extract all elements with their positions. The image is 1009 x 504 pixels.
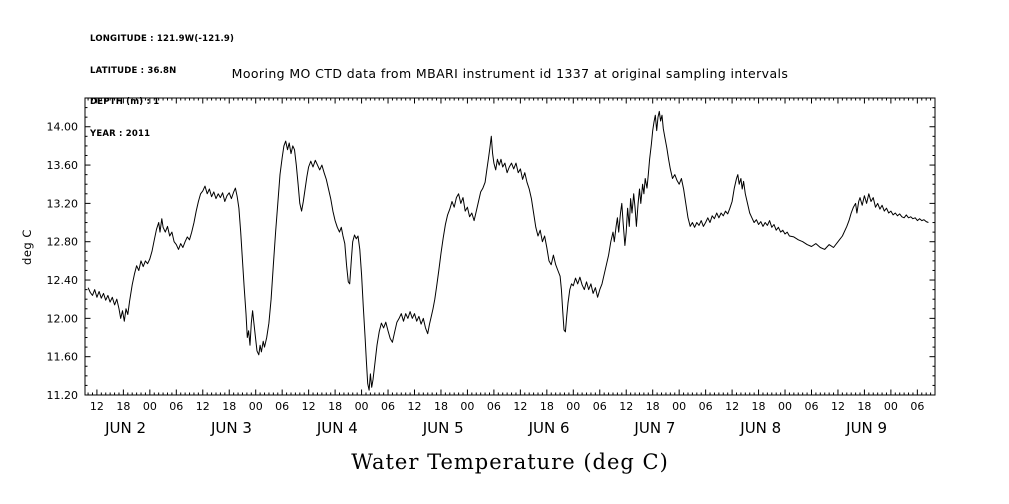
x-axis-title: Water Temperature (deg C) (351, 450, 669, 474)
svg-text:12: 12 (196, 400, 210, 413)
svg-text:12.00: 12.00 (47, 312, 79, 325)
svg-text:JUN 7: JUN 7 (633, 419, 675, 437)
svg-text:13.60: 13.60 (47, 159, 79, 172)
svg-text:12: 12 (90, 400, 104, 413)
svg-text:JUN 4: JUN 4 (316, 419, 358, 437)
svg-text:00: 00 (249, 400, 263, 413)
svg-text:00: 00 (672, 400, 686, 413)
svg-text:18: 18 (752, 400, 766, 413)
svg-text:JUN 3: JUN 3 (210, 419, 252, 437)
station-metadata: LONGITUDE : 121.9W(-121.9) LATITUDE : 36… (90, 13, 234, 160)
svg-text:12: 12 (831, 400, 845, 413)
svg-text:06: 06 (699, 400, 713, 413)
svg-text:18: 18 (857, 400, 871, 413)
svg-text:06: 06 (487, 400, 501, 413)
metadata-year: YEAR : 2011 (90, 128, 151, 139)
svg-text:18: 18 (222, 400, 236, 413)
svg-text:JUN 6: JUN 6 (528, 419, 570, 437)
svg-text:18: 18 (434, 400, 448, 413)
svg-text:00: 00 (460, 400, 474, 413)
svg-text:06: 06 (910, 400, 924, 413)
svg-text:00: 00 (355, 400, 369, 413)
svg-text:06: 06 (169, 400, 183, 413)
svg-text:18: 18 (540, 400, 554, 413)
metadata-longitude: LONGITUDE : 121.9W(-121.9) (90, 34, 235, 44)
svg-text:JUN 5: JUN 5 (422, 419, 464, 437)
svg-text:JUN 9: JUN 9 (845, 419, 887, 437)
metadata-latitude: LATITUDE : 36.8N (90, 65, 177, 76)
svg-text:12.40: 12.40 (47, 274, 79, 287)
svg-text:14.00: 14.00 (47, 121, 79, 134)
svg-text:00: 00 (778, 400, 792, 413)
svg-text:06: 06 (381, 400, 395, 413)
svg-text:11.20: 11.20 (47, 389, 79, 402)
svg-text:12: 12 (513, 400, 527, 413)
svg-text:13.20: 13.20 (47, 197, 79, 210)
svg-text:12: 12 (619, 400, 633, 413)
svg-text:06: 06 (804, 400, 818, 413)
svg-text:12: 12 (725, 400, 739, 413)
svg-text:00: 00 (566, 400, 580, 413)
svg-text:JUN 8: JUN 8 (739, 419, 781, 437)
svg-text:12: 12 (408, 400, 422, 413)
svg-text:JUN 2: JUN 2 (104, 419, 146, 437)
svg-text:11.60: 11.60 (47, 351, 79, 364)
svg-text:12: 12 (302, 400, 316, 413)
svg-text:18: 18 (646, 400, 660, 413)
svg-text:18: 18 (116, 400, 130, 413)
svg-text:18: 18 (328, 400, 342, 413)
svg-text:00: 00 (143, 400, 157, 413)
metadata-depth: DEPTH (m) : 1 (90, 97, 160, 107)
svg-text:06: 06 (275, 400, 289, 413)
svg-text:12.80: 12.80 (47, 236, 79, 249)
chart-title: Mooring MO CTD data from MBARI instrumen… (231, 66, 789, 81)
svg-text:06: 06 (593, 400, 607, 413)
svg-text:00: 00 (884, 400, 898, 413)
